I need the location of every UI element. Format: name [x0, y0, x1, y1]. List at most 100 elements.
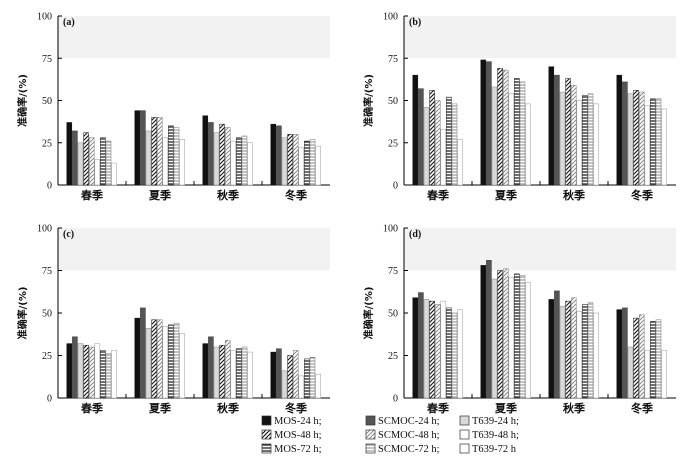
y-axis-label: 准确率/(%): [16, 287, 29, 340]
bar: [304, 358, 310, 399]
bar: [219, 345, 225, 399]
bar: [309, 356, 316, 399]
bar: [587, 93, 594, 186]
bar: [72, 336, 78, 399]
x-tick-label: 秋季: [563, 188, 586, 202]
bar: [650, 321, 656, 399]
bar: [77, 343, 84, 399]
bar: [491, 278, 498, 399]
plot-background: [404, 228, 676, 271]
bar: [208, 122, 214, 186]
bar: [519, 275, 526, 399]
bar: [66, 343, 73, 399]
bar: [145, 130, 152, 186]
chart-panel-1: 0 25 50 75 100 准确率/(%) (b) 春季 夏季 秋季 冬季: [362, 12, 676, 202]
y-tick-label: 0: [47, 181, 52, 192]
bar: [236, 137, 242, 186]
legend-label: SCMOC-48 h;: [378, 430, 440, 441]
bar: [281, 370, 288, 399]
bar: [412, 74, 419, 186]
bar: [497, 68, 503, 186]
bar: [247, 351, 253, 399]
bar: [292, 134, 299, 186]
bar: [304, 140, 310, 186]
bar: [224, 339, 231, 399]
bar: [418, 88, 424, 186]
bar: [162, 326, 169, 399]
bar: [179, 139, 185, 186]
bar: [486, 260, 492, 399]
x-tick-label: 秋季: [217, 188, 240, 202]
y-tick-label: 50: [388, 96, 398, 107]
bar: [140, 110, 146, 186]
bar: [140, 307, 146, 399]
bar: [213, 346, 220, 399]
bar: [151, 319, 157, 399]
bar: [434, 304, 441, 399]
bar: [315, 145, 321, 186]
x-tick-label: 冬季: [285, 401, 308, 415]
bar: [644, 105, 651, 186]
y-tick-label: 0: [393, 181, 398, 192]
panel-label: (c): [63, 229, 74, 240]
bar: [156, 117, 163, 186]
bar: [94, 343, 101, 399]
bar: [622, 81, 628, 186]
x-tick-label: 秋季: [563, 401, 586, 415]
bar: [593, 312, 599, 399]
panel-label: (b): [409, 17, 421, 28]
y-tick-label: 75: [388, 54, 398, 65]
bar: [173, 322, 180, 399]
bar: [548, 299, 555, 399]
bar: [616, 74, 623, 186]
bar: [514, 78, 520, 186]
bar: [502, 69, 509, 186]
chart-panel-0: 0 25 50 75 100 准确率/(%) (a) 春季 夏季 秋季 冬季: [16, 12, 330, 202]
bar: [236, 348, 242, 399]
legend-label: T639-72 h: [472, 444, 517, 455]
bar: [446, 307, 452, 399]
bar: [633, 90, 639, 186]
bar: [655, 319, 662, 399]
bar: [100, 350, 106, 399]
y-tick-label: 50: [42, 96, 52, 107]
bar: [525, 282, 531, 399]
x-tick-label: 夏季: [149, 401, 172, 415]
bar: [276, 348, 282, 399]
bar: [162, 137, 169, 186]
bar: [418, 292, 424, 399]
y-tick-label: 25: [388, 351, 398, 362]
bar: [281, 137, 288, 186]
bar: [105, 140, 112, 186]
bar: [565, 78, 571, 186]
bar: [224, 127, 231, 186]
bar: [247, 142, 253, 186]
bar: [491, 86, 498, 186]
x-tick-label: 冬季: [285, 188, 308, 202]
bar: [77, 142, 84, 186]
bar: [633, 317, 639, 399]
bar: [661, 350, 667, 399]
bar: [440, 128, 447, 186]
bar: [440, 300, 447, 399]
bar: [83, 132, 89, 186]
y-tick-label: 100: [37, 224, 52, 235]
bar: [627, 346, 634, 399]
x-tick-label: 秋季: [217, 401, 240, 415]
bar: [208, 336, 214, 399]
bar: [168, 324, 174, 399]
bar: [644, 350, 651, 399]
bar: [508, 93, 515, 186]
bar: [457, 139, 463, 186]
bar: [434, 100, 441, 186]
bar: [412, 297, 419, 399]
bar: [134, 110, 141, 186]
bar: [168, 125, 174, 186]
bar: [94, 159, 101, 186]
y-axis-label: 准确率/(%): [362, 74, 375, 127]
bar: [173, 127, 180, 186]
plot-background: [58, 228, 330, 271]
chart-panel-2: 0 25 50 75 100 准确率/(%) (c) 春季 夏季 秋季 冬季: [16, 224, 330, 415]
bar: [548, 66, 555, 186]
bar: [582, 304, 588, 399]
